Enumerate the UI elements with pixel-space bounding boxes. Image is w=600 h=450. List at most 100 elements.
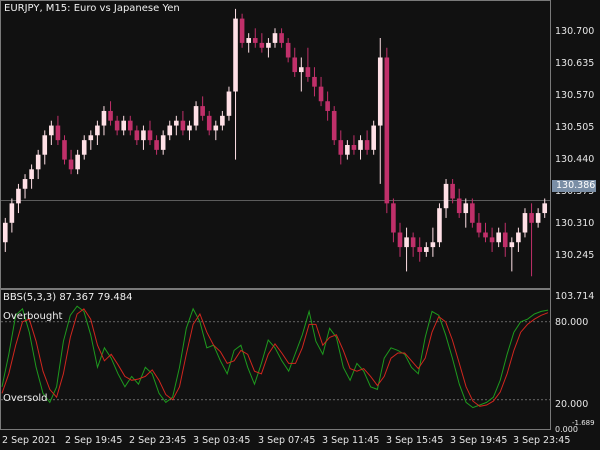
- candle-body: [259, 42, 265, 48]
- candle-body: [147, 130, 153, 141]
- bbs-signal-line-green: [1, 305, 549, 409]
- time-label: 2 Sep 23:45: [129, 435, 187, 446]
- candle-body: [239, 18, 245, 43]
- candle-body: [529, 213, 534, 223]
- candle-body: [200, 106, 205, 116]
- time-label: 3 Sep 19:45: [450, 435, 508, 446]
- symbol-title: EURJPY, M15: Euro vs Japanese Yen: [4, 3, 180, 14]
- candle-body: [285, 42, 291, 58]
- candle-body: [2, 222, 8, 243]
- candle-body: [187, 125, 192, 131]
- candle-body: [81, 140, 87, 155]
- price-chart-pane[interactable]: [0, 0, 551, 289]
- candle-body: [29, 169, 34, 180]
- candle-body: [443, 183, 449, 209]
- indicator-pane[interactable]: [0, 289, 551, 430]
- candle-body: [338, 140, 344, 155]
- candle-body: [522, 213, 528, 233]
- candle-body: [266, 42, 271, 48]
- candle-body: [292, 57, 298, 73]
- candle-body: [226, 91, 232, 116]
- candle-body: [9, 203, 15, 223]
- candle-body: [351, 145, 357, 150]
- candle-body: [16, 188, 21, 204]
- time-label: 3 Sep 23:45: [513, 435, 571, 446]
- price-tick: 130.310: [555, 218, 595, 229]
- indicator-title: BBS(5,3,3) 87.367 79.484: [3, 292, 133, 303]
- overbought-label: Overbought: [3, 311, 63, 322]
- oversold-label: Oversold: [3, 393, 48, 404]
- candle-body: [417, 247, 423, 252]
- candle-body: [377, 57, 383, 126]
- candle-body: [423, 247, 429, 252]
- candle-body: [312, 76, 317, 87]
- candle-body: [371, 125, 376, 150]
- candle-body: [22, 179, 28, 189]
- candle-body: [62, 140, 67, 160]
- current-price-marker: 130.386: [552, 180, 596, 192]
- candle-body: [252, 38, 258, 43]
- candle-body: [404, 237, 409, 248]
- time-label: 3 Sep 15:45: [386, 435, 444, 446]
- candle-body: [391, 203, 396, 233]
- time-label: 2 Sep 19:45: [65, 435, 123, 446]
- candle-body: [410, 237, 416, 248]
- candle-body: [325, 101, 330, 111]
- candle-body: [331, 110, 337, 141]
- candle-body: [318, 86, 324, 102]
- candle-body: [483, 232, 488, 238]
- candle-body: [397, 232, 403, 248]
- price-tick: 130.505: [555, 122, 595, 133]
- indicator-tick: 20.000: [555, 399, 589, 410]
- candle-body: [463, 203, 469, 214]
- candle-body: [114, 120, 120, 131]
- candle-body: [470, 203, 475, 223]
- candle-body: [456, 198, 462, 214]
- candle-body: [193, 106, 199, 126]
- candle-body: [430, 242, 436, 248]
- candle-body: [35, 154, 41, 170]
- price-tick: 130.440: [555, 154, 595, 165]
- candle-body: [49, 125, 54, 136]
- candle-body: [476, 222, 482, 233]
- candle-body: [220, 115, 225, 126]
- candle-body: [345, 145, 350, 155]
- candle-body: [180, 120, 186, 131]
- candle-body: [213, 125, 219, 131]
- candle-body: [174, 120, 179, 126]
- time-label: 3 Sep 11:45: [322, 435, 380, 446]
- candle-body: [95, 125, 100, 136]
- price-axis[interactable]: [551, 0, 600, 289]
- candle-body: [496, 232, 501, 243]
- indicator-tick: -1.689: [572, 419, 595, 427]
- time-label: 3 Sep 03:45: [193, 435, 251, 446]
- time-label: 2 Sep 2021: [2, 435, 57, 446]
- candle-body: [108, 110, 113, 121]
- candle-body: [160, 135, 166, 150]
- candle-body: [358, 140, 363, 150]
- candle-body: [167, 125, 173, 136]
- candle-body: [127, 120, 133, 131]
- time-label: 3 Sep 07:45: [258, 435, 316, 446]
- candle-body: [509, 242, 515, 248]
- indicator-tick: 80.000: [555, 317, 589, 328]
- candle-body: [279, 33, 284, 43]
- price-tick: 130.245: [555, 250, 595, 261]
- candle-body: [450, 183, 455, 199]
- candle-body: [88, 135, 94, 141]
- candle-body: [101, 110, 107, 126]
- candle-body: [75, 154, 80, 170]
- candle-body: [272, 33, 278, 43]
- candle-body: [542, 203, 548, 214]
- candle-body: [364, 140, 370, 150]
- candle-body: [299, 67, 304, 73]
- candle-body: [535, 213, 541, 223]
- candle-body: [55, 125, 61, 141]
- price-tick: 130.570: [555, 90, 595, 101]
- candle-body: [233, 18, 238, 92]
- price-tick: 130.700: [555, 26, 595, 37]
- candle-body: [42, 135, 48, 155]
- indicator-tick: 103.714: [555, 291, 595, 302]
